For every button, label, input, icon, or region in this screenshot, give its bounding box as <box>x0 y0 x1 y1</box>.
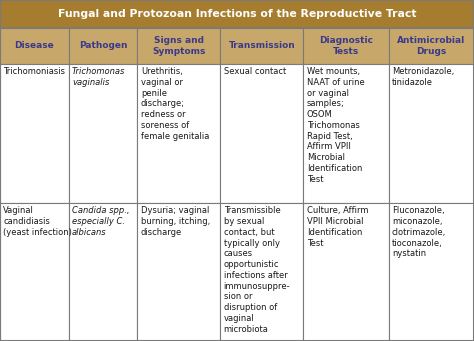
Bar <box>0 203 69 341</box>
Bar <box>303 203 389 341</box>
Bar <box>69 64 137 203</box>
Text: Transmissible
by sexual
contact, but
typically only
causes
opportunistic
infecti: Transmissible by sexual contact, but typ… <box>224 206 291 333</box>
Text: Dysuria; vaginal
burning, itching,
discharge: Dysuria; vaginal burning, itching, disch… <box>141 206 210 237</box>
Text: Candida spp.,
especially C.
albicans: Candida spp., especially C. albicans <box>72 206 129 237</box>
Text: Sexual contact: Sexual contact <box>224 67 286 76</box>
Text: Culture, Affirm
VPII Microbial
Identification
Test: Culture, Affirm VPII Microbial Identific… <box>307 206 368 248</box>
Text: Antimicrobial
Drugs: Antimicrobial Drugs <box>397 36 465 56</box>
Text: Transmission: Transmission <box>228 41 295 50</box>
Bar <box>0 64 69 203</box>
Text: Metronidazole,
tinidazole: Metronidazole, tinidazole <box>392 67 454 87</box>
Bar <box>220 64 303 203</box>
Bar <box>137 28 220 64</box>
Bar <box>0 0 474 28</box>
Text: Wet mounts,
NAAT of urine
or vaginal
samples;
OSOM
Trichomonas
Rapid Test,
Affir: Wet mounts, NAAT of urine or vaginal sam… <box>307 67 365 184</box>
Bar <box>220 203 303 341</box>
Bar <box>303 64 389 203</box>
Bar <box>303 28 389 64</box>
Text: Urethritis,
vaginal or
penile
discharge;
redness or
soreness of
female genitalia: Urethritis, vaginal or penile discharge;… <box>141 67 209 141</box>
Bar <box>69 28 137 64</box>
Bar <box>389 28 474 64</box>
Bar <box>137 64 220 203</box>
Text: Pathogen: Pathogen <box>79 41 128 50</box>
Bar <box>389 64 474 203</box>
Bar <box>137 203 220 341</box>
Text: Signs and
Symptoms: Signs and Symptoms <box>152 36 206 56</box>
Text: Vaginal
candidiasis
(yeast infection): Vaginal candidiasis (yeast infection) <box>3 206 72 237</box>
Bar <box>389 203 474 341</box>
Text: Trichomonas
vaginalis: Trichomonas vaginalis <box>72 67 126 87</box>
Text: Trichomoniasis: Trichomoniasis <box>3 67 65 76</box>
Text: Fungal and Protozoan Infections of the Reproductive Tract: Fungal and Protozoan Infections of the R… <box>58 9 416 19</box>
Bar <box>220 28 303 64</box>
Text: Fluconazole,
miconazole,
clotrimazole,
tioconazole,
nystatin: Fluconazole, miconazole, clotrimazole, t… <box>392 206 446 258</box>
Bar <box>69 203 137 341</box>
Bar <box>0 28 69 64</box>
Text: Diagnostic
Tests: Diagnostic Tests <box>319 36 373 56</box>
Text: Disease: Disease <box>15 41 54 50</box>
